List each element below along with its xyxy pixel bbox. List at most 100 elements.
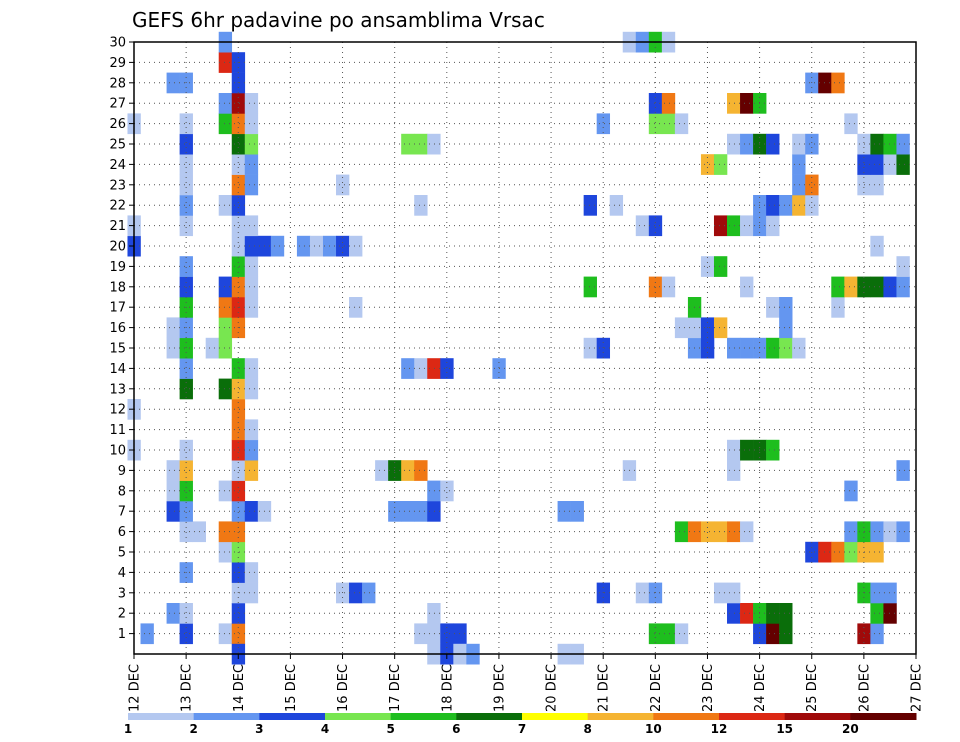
heatmap-cell — [244, 562, 259, 583]
heatmap-cell — [870, 174, 884, 196]
heatmap-cell — [244, 297, 259, 318]
y-tick-label: 28 — [109, 76, 126, 91]
heatmap-cell — [674, 521, 689, 543]
heatmap-cell — [831, 276, 845, 298]
heatmap-cell — [740, 93, 754, 114]
heatmap-cell — [231, 521, 246, 543]
legend-swatch — [259, 713, 326, 720]
y-tick-label: 6 — [118, 525, 126, 540]
legend-label: 4 — [321, 722, 329, 736]
y-tick-label: 27 — [109, 97, 126, 112]
heatmap-cell — [661, 93, 676, 114]
heatmap-cell — [792, 337, 806, 359]
heatmap-cell — [766, 297, 780, 318]
heatmap-cell — [727, 215, 741, 237]
heatmap-cell — [896, 133, 910, 155]
heatmap-cell — [231, 378, 246, 400]
heatmap-cell — [179, 154, 193, 175]
x-tick-label: 23 DEC — [701, 664, 716, 712]
heatmap-cell — [218, 337, 233, 359]
heatmap-cell — [779, 297, 793, 318]
heatmap-cell — [727, 93, 741, 114]
heatmap-cell — [766, 337, 780, 359]
heatmap-cell — [231, 460, 246, 481]
y-tick-label: 24 — [109, 158, 126, 173]
heatmap-cell — [713, 317, 728, 339]
heatmap-cell — [870, 154, 884, 175]
heatmap-cell — [349, 235, 363, 257]
y-tick-label: 18 — [109, 280, 126, 295]
heatmap-cell — [635, 215, 650, 237]
heatmap-cell — [844, 480, 858, 502]
legend-swatch — [456, 713, 523, 720]
heatmap-cell — [779, 337, 793, 359]
x-tick-label: 20 DEC — [545, 664, 560, 712]
heatmap-cell — [648, 276, 663, 298]
x-tick-label: 19 DEC — [492, 664, 507, 712]
heatmap-cell — [766, 623, 780, 645]
y-tick-label: 7 — [118, 505, 126, 520]
heatmap-cell — [166, 460, 180, 481]
x-tick-label: 13 DEC — [180, 664, 195, 712]
heatmap-cell — [349, 582, 363, 604]
heatmap-cell — [244, 93, 259, 114]
heatmap-cell — [766, 603, 780, 624]
heatmap-cell — [336, 235, 350, 257]
x-tick-label: 27 DEC — [910, 664, 925, 712]
heatmap-cell — [661, 113, 676, 135]
heatmap-cell — [427, 623, 441, 645]
heatmap-cell — [779, 317, 793, 339]
heatmap-cell — [766, 195, 780, 216]
heatmap-cell — [805, 195, 819, 216]
heatmap-cell — [179, 623, 193, 645]
heatmap-cell — [779, 623, 793, 645]
heatmap-cell — [713, 582, 728, 604]
y-tick-label: 23 — [109, 178, 126, 193]
heatmap-cell — [583, 195, 597, 216]
y-tick-label: 30 — [109, 36, 126, 51]
heatmap-cell — [648, 93, 663, 114]
y-tick-label: 3 — [118, 586, 126, 601]
heatmap-cell — [414, 358, 428, 379]
heatmap-cell — [244, 501, 259, 522]
heatmap-cell — [244, 235, 259, 257]
heatmap-cell — [870, 133, 884, 155]
heatmap-cell — [309, 235, 324, 257]
heatmap-cell — [218, 541, 233, 563]
heatmap-cell — [896, 460, 910, 481]
heatmap-cell — [401, 460, 415, 481]
heatmap-cell — [727, 460, 741, 481]
heatmap-cell — [844, 521, 858, 543]
heatmap-cell — [231, 154, 246, 175]
heatmap-cell — [296, 235, 311, 257]
heatmap-cell — [244, 174, 259, 196]
heatmap-cell — [401, 133, 415, 155]
heatmap-cell — [218, 317, 233, 339]
x-tick-label: 12 DEC — [128, 664, 143, 712]
y-tick-label: 21 — [109, 219, 126, 234]
heatmap-cell — [609, 195, 624, 216]
heatmap-cell — [779, 195, 793, 216]
x-tick-label: 15 DEC — [284, 664, 299, 712]
heatmap-cell — [414, 501, 428, 522]
heatmap-cell — [270, 235, 285, 257]
color-legend: 1 2 3 4 5 6 7 8 10 12 15 20 — [124, 713, 917, 736]
heatmap-cell — [883, 521, 897, 543]
y-tick-label: 14 — [109, 362, 126, 377]
legend-label: 8 — [583, 722, 591, 736]
heatmap-cell — [831, 72, 845, 94]
heatmap-cell — [244, 439, 259, 461]
heatmap-cell — [218, 623, 233, 645]
heatmap-cell — [661, 276, 676, 298]
heatmap-cell — [792, 133, 806, 155]
heatmap-cell — [166, 337, 180, 359]
legend-swatch — [325, 713, 392, 720]
heatmap-cell — [427, 603, 441, 624]
heatmap-cell — [231, 195, 246, 216]
heatmap-cell — [700, 521, 715, 543]
heatmap-cell — [414, 623, 428, 645]
heatmap-cell — [648, 215, 663, 237]
heatmap-cell — [179, 133, 193, 155]
legend-label: 20 — [842, 722, 859, 736]
